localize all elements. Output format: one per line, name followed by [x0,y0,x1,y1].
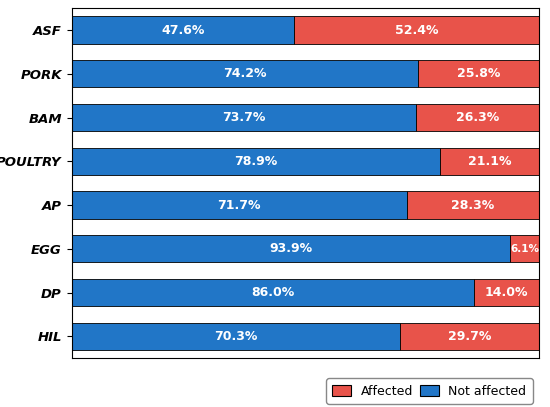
Text: 29.7%: 29.7% [448,330,491,343]
Bar [419,60,539,88]
Text: 71.7%: 71.7% [217,199,261,212]
Bar [294,16,539,44]
Text: 70.3%: 70.3% [214,330,257,343]
Text: 28.3%: 28.3% [451,199,494,212]
Bar [72,104,416,131]
Text: 86.0%: 86.0% [251,286,294,299]
Bar [72,323,400,350]
Text: 6.1%: 6.1% [510,244,539,254]
Bar [72,148,441,175]
Text: 25.8%: 25.8% [457,67,500,80]
Bar [441,148,539,175]
Bar [72,279,474,306]
Bar [72,235,510,263]
Text: 78.9%: 78.9% [234,155,278,168]
Text: 14.0%: 14.0% [485,286,528,299]
Text: 26.3%: 26.3% [456,111,499,124]
Text: 21.1%: 21.1% [468,155,512,168]
Bar [406,191,539,219]
Bar [72,60,419,88]
Text: 74.2%: 74.2% [223,67,267,80]
Text: 52.4%: 52.4% [395,24,438,37]
Bar [400,323,539,350]
Text: 93.9%: 93.9% [270,242,312,255]
Text: 73.7%: 73.7% [222,111,266,124]
Bar [416,104,539,131]
Text: 47.6%: 47.6% [161,24,205,37]
Legend: Affected, Not affected: Affected, Not affected [326,379,533,404]
Bar [510,235,539,263]
Bar [72,16,294,44]
Bar [474,279,539,306]
Bar [72,191,406,219]
